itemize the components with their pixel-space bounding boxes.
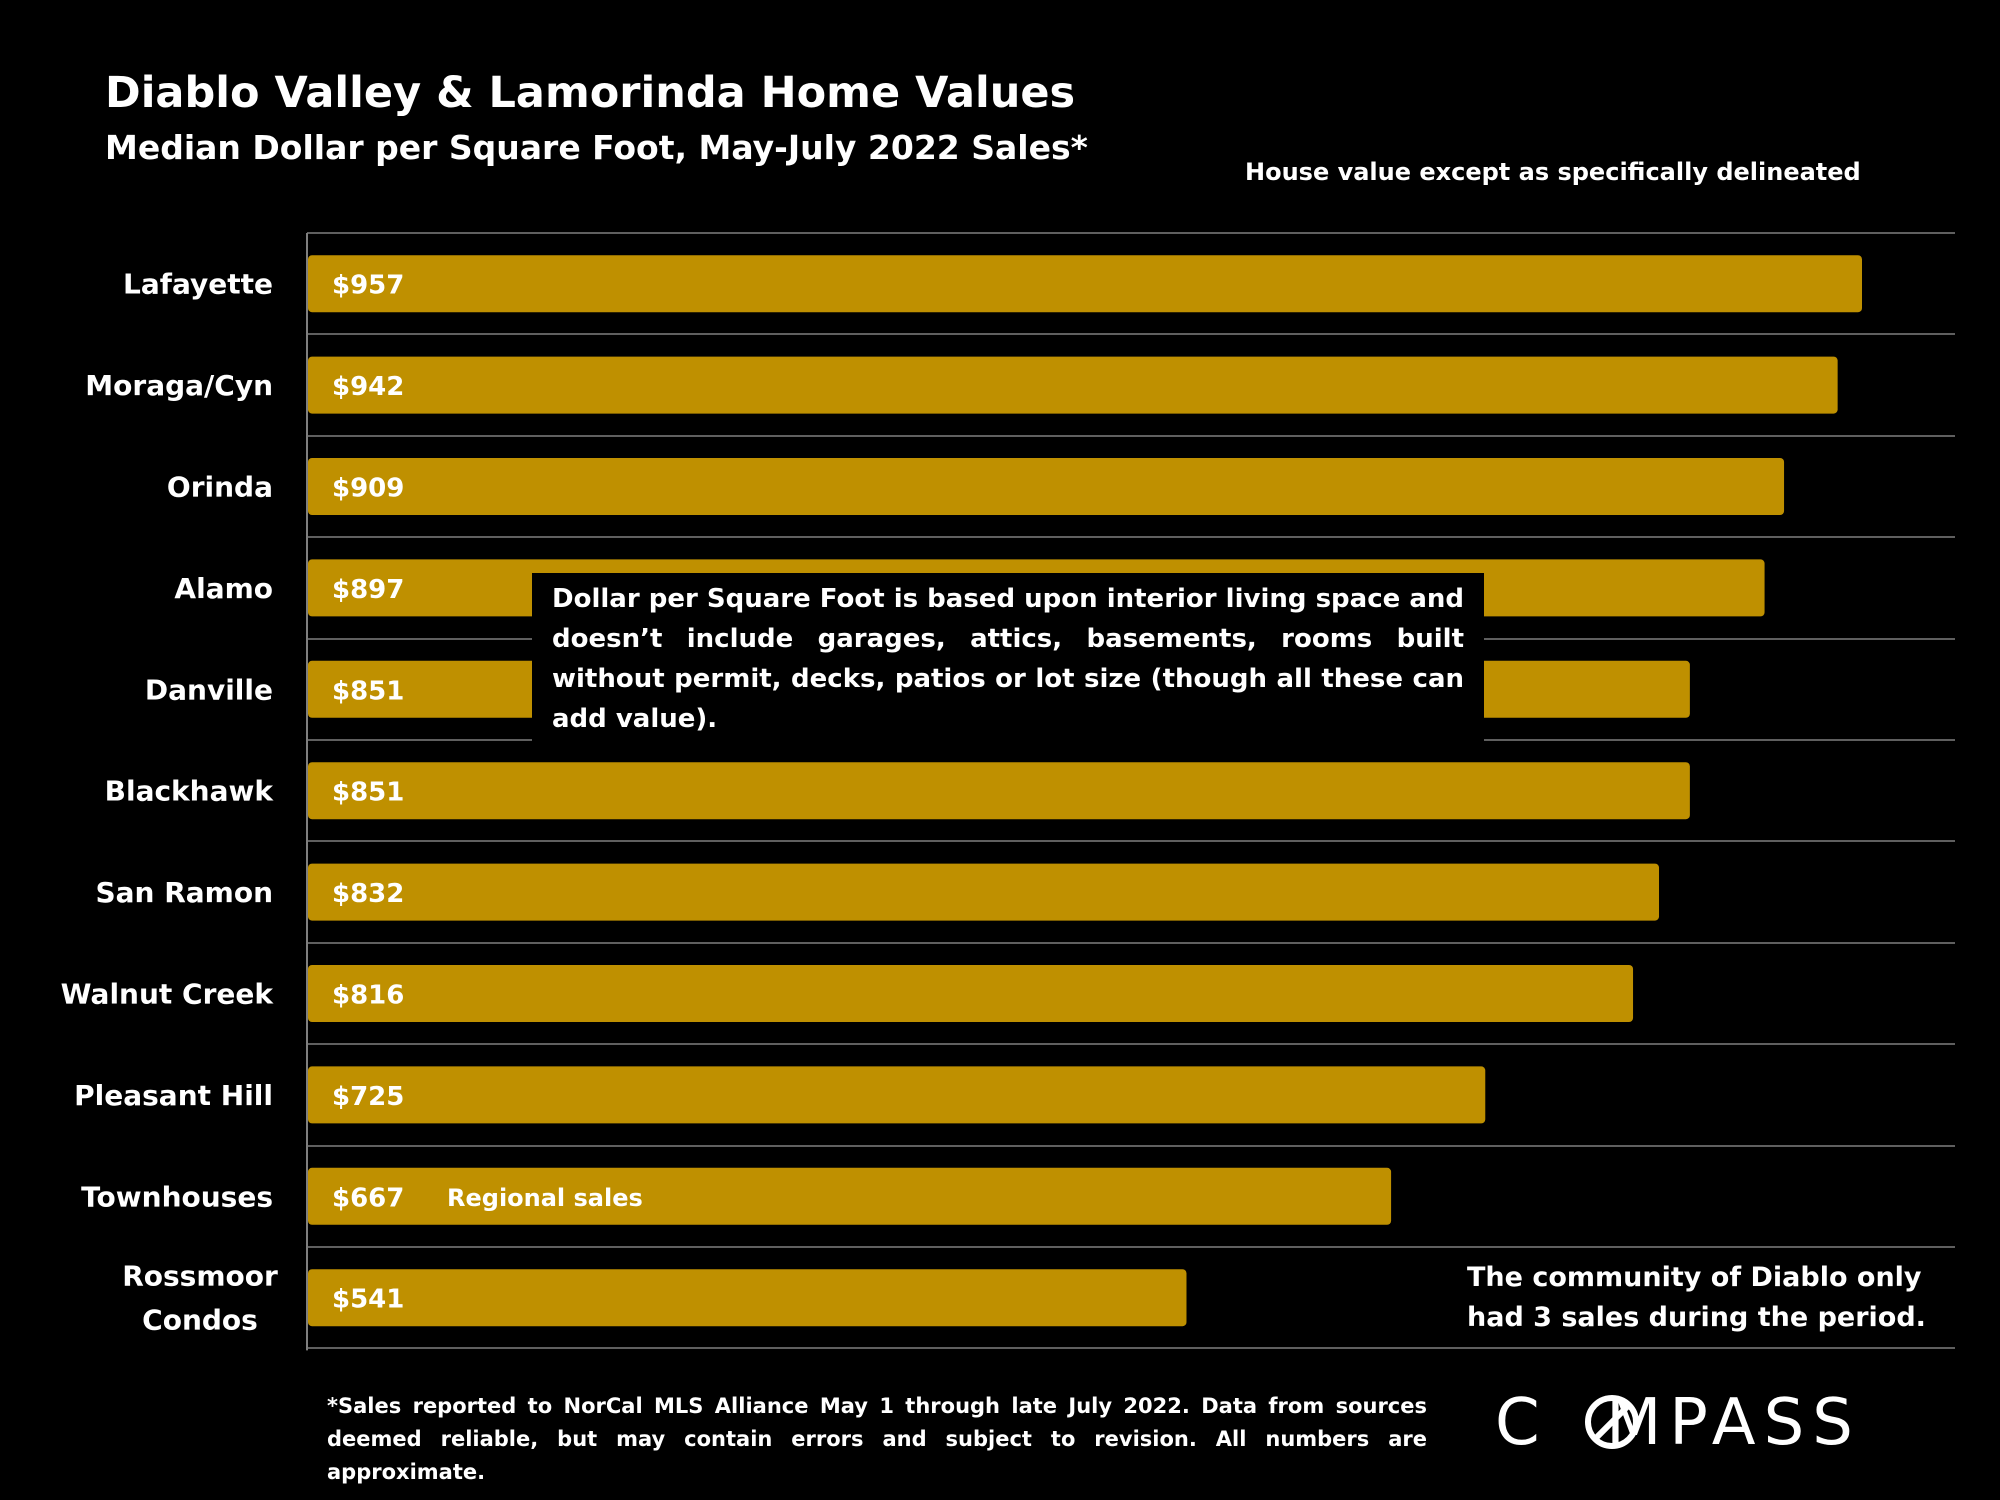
category-label: Moraga/Cyn [85,369,273,402]
bar-value-label: $957 [332,271,404,301]
dollar-per-sqft-callout: Dollar per Square Foot is based upon int… [532,573,1484,745]
chart-subtitle: Median Dollar per Square Foot, May-July … [105,128,1088,167]
category-label: Alamo [174,572,273,605]
diablo-note-line2: had 3 sales during the period. [1467,1302,1926,1333]
bar-value-label: $725 [332,1082,404,1112]
bar [308,1066,1486,1124]
diablo-note: The community of Diablo only had 3 sales… [1467,1258,1926,1338]
bar-value-label: $816 [332,981,404,1011]
category-label: San Ramon [95,876,273,909]
bar [308,255,1862,313]
house-value-note: House value except as specifically delin… [1245,158,1861,186]
diablo-note-line1: The community of Diablo only [1467,1262,1922,1293]
bar-value-label: $942 [332,372,404,402]
bar [308,1167,1392,1225]
chart-title: Diablo Valley & Lamorinda Home Values [105,68,1076,118]
regional-sales-note: Regional sales [447,1184,643,1212]
bar-value-label: $541 [332,1285,404,1315]
bar [308,356,1838,414]
bar-value-label: $832 [332,879,404,909]
category-label: Lafayette [123,268,273,301]
bar-value-label: $851 [332,676,404,706]
category-label: Walnut Creek [61,978,275,1011]
bar [308,965,1634,1022]
compass-logo-text: COMPASS [1495,1386,1861,1460]
bar [308,458,1785,515]
bar-value-label: $667 [332,1183,404,1213]
bar [308,1269,1187,1327]
category-label: Danville [145,673,273,706]
compass-logo-needle [1592,1402,1632,1442]
compass-logo-ring [1585,1395,1639,1449]
category-label: Blackhawk [105,775,275,808]
bar-value-label: $851 [332,778,404,808]
bar [308,762,1690,820]
category-label: Orinda [167,471,273,504]
category-label: Rossmoor Condos [122,1260,278,1337]
footnote: *Sales reported to NorCal MLS Alliance M… [327,1394,1427,1484]
compass-logo: COMPASS [1495,1386,1861,1460]
category-label: Townhouses [81,1180,273,1213]
bar-value-label: $909 [332,474,404,504]
category-label: Pleasant Hill [74,1079,273,1112]
bar [308,863,1660,921]
bar-value-label: $897 [332,575,404,605]
